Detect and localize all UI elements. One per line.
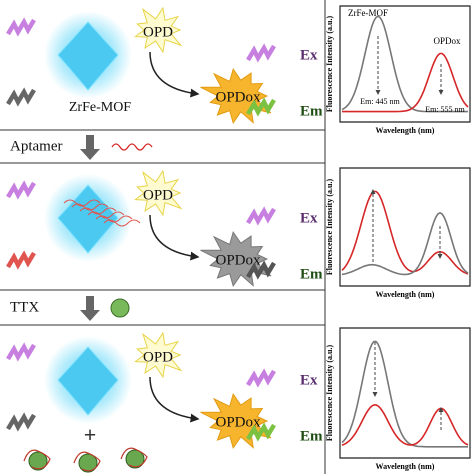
em-wave	[246, 422, 276, 442]
em-peak-label: Em: 445 nm	[360, 97, 400, 106]
opdox-curve	[341, 190, 469, 275]
em-label: Em	[300, 428, 323, 444]
peak-label: OPDox	[433, 36, 461, 46]
aptamer-strand	[73, 451, 101, 472]
aptamer-strand	[87, 211, 125, 219]
opd-label: OPD	[143, 349, 173, 365]
ex-wave	[246, 206, 276, 226]
aptamer-strand	[23, 449, 51, 470]
mof-curve	[341, 340, 468, 448]
opd-burst	[134, 169, 183, 217]
em-wave	[246, 260, 276, 280]
mof-aggregate	[78, 453, 98, 473]
x-axis-label: Wavelength (nm)	[376, 126, 435, 135]
y-axis-label: Fluorescence Intensity (a.u.)	[325, 345, 334, 442]
ex-wave	[246, 43, 276, 63]
aptamer-strand	[120, 447, 148, 468]
excitation-wave	[6, 180, 36, 200]
opdox-burst	[200, 392, 272, 450]
x-axis-label: Wavelength (nm)	[376, 290, 435, 299]
mof-curve	[341, 212, 469, 276]
opdox-burst	[200, 67, 272, 125]
mof-label: ZrFe-MOF	[69, 100, 131, 115]
excitation-wave	[6, 342, 36, 362]
opdox-burst	[200, 230, 272, 288]
ex-label: Ex	[300, 47, 318, 63]
y-axis-label: Fluorescence Intensity (a.u.)	[325, 179, 334, 276]
plus-sign: +	[84, 422, 97, 447]
aptamer-icon	[111, 143, 153, 151]
ex-wave	[246, 368, 276, 388]
opdox-label: OPDox	[215, 252, 261, 268]
opdox-label: OPDox	[215, 89, 261, 105]
y-axis-label: Fluorescence Intensity (a.u.)	[325, 16, 334, 113]
ex-label: Ex	[300, 210, 318, 226]
opdox-label: OPDox	[215, 414, 261, 430]
reaction-arrow	[149, 214, 200, 261]
zrfe-mof	[57, 346, 119, 416]
step-arrow	[80, 296, 100, 321]
em-label: Em	[300, 103, 323, 119]
peak-label: ZrFe-MOF	[348, 8, 388, 18]
aptamer-strand	[79, 207, 117, 215]
opd-burst	[134, 331, 183, 379]
aptamer-strand	[63, 199, 101, 207]
em-peak-label: Em: 555 nm	[425, 105, 465, 114]
emission-wave	[6, 250, 36, 270]
opdox-curve	[341, 404, 469, 446]
chart-axes	[339, 167, 471, 287]
mof-curve	[341, 15, 468, 113]
ex-label: Ex	[300, 372, 318, 388]
aptamer-strand	[103, 219, 141, 227]
step-label: TTX	[10, 299, 39, 315]
step-arrow	[80, 135, 100, 160]
zrfe-mof	[57, 21, 119, 91]
mof-aggregate	[28, 451, 48, 471]
emission-wave	[6, 412, 36, 432]
reaction-arrow	[149, 51, 200, 98]
em-label: Em	[300, 266, 323, 282]
opdox-curve	[342, 52, 469, 113]
emission-wave	[6, 87, 36, 107]
mof-aggregate	[125, 449, 145, 469]
ttx-icon	[110, 298, 130, 318]
x-axis-label: Wavelength (nm)	[376, 462, 435, 471]
reaction-arrow	[149, 376, 200, 423]
aptamer-strand	[95, 215, 133, 223]
excitation-wave	[6, 17, 36, 37]
step-label: Aptamer	[10, 138, 62, 154]
chart-axes	[339, 5, 471, 123]
chart-axes	[339, 327, 471, 459]
aptamer-strand	[71, 203, 109, 211]
opd-burst	[134, 6, 183, 54]
opd-label: OPD	[143, 24, 173, 40]
em-wave	[246, 97, 276, 117]
opd-label: OPD	[143, 187, 173, 203]
